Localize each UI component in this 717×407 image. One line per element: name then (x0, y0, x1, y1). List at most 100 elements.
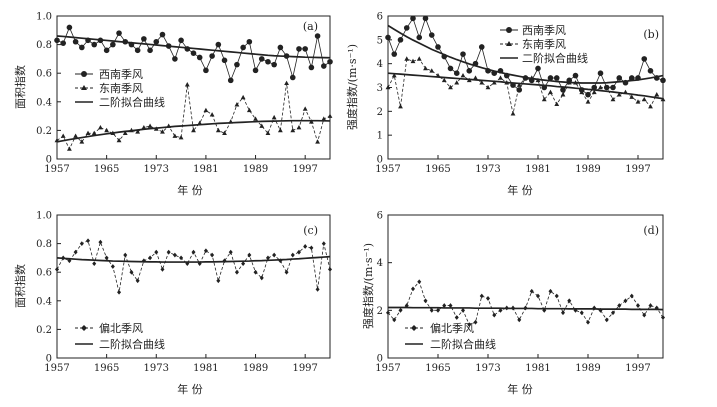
data-point (129, 269, 134, 275)
legend-a-se-marker (81, 85, 87, 90)
data-point (535, 65, 541, 72)
x-tick-label: 1973 (475, 164, 500, 175)
data-point (259, 275, 264, 281)
data-point (429, 307, 434, 313)
data-point (410, 58, 416, 64)
data-point (429, 68, 435, 73)
data-point (586, 319, 590, 325)
data-point (616, 75, 623, 81)
panel-d-legend: 偏北季风 二阶拟合曲线 (405, 321, 496, 351)
data-point (79, 139, 85, 144)
data-point (485, 84, 491, 90)
legend-c-n-text: 偏北季风 (99, 321, 143, 335)
data-point (309, 245, 314, 251)
data-point (203, 67, 209, 74)
data-point (498, 307, 503, 313)
data-point (422, 15, 429, 22)
panel-c-ylabel: 面积指数 (13, 264, 27, 308)
data-point (265, 255, 270, 261)
data-point (486, 296, 490, 301)
data-point (636, 303, 640, 308)
data-point (246, 38, 253, 45)
data-point (461, 307, 465, 313)
data-point (428, 32, 435, 38)
data-point (253, 116, 258, 121)
data-point (516, 87, 523, 93)
data-point (473, 75, 478, 80)
y-tick-label: 2 (377, 107, 383, 118)
data-point (122, 130, 128, 136)
y-tick-label: 0.8 (36, 239, 52, 250)
data-point (135, 129, 141, 134)
data-point (98, 124, 103, 130)
x-tick-label: 1981 (193, 164, 218, 175)
data-point (147, 47, 153, 54)
data-point (73, 249, 78, 255)
data-point (579, 89, 585, 95)
data-point (296, 124, 302, 130)
data-point (417, 279, 422, 285)
panel-d-frame (387, 214, 664, 359)
data-point (116, 137, 122, 143)
data-point (116, 30, 122, 36)
data-point (547, 75, 554, 81)
data-point (404, 56, 410, 61)
data-point (191, 249, 196, 255)
data-point (591, 89, 597, 95)
panel-c-xlabel: 年 份 (177, 382, 203, 396)
data-point (548, 288, 553, 294)
data-point (517, 317, 522, 323)
legend-a-sw-text: 西南季风 (99, 68, 143, 81)
data-point (277, 127, 283, 133)
data-point (222, 130, 227, 136)
data-point (60, 133, 66, 138)
data-point (441, 77, 447, 83)
y-tick-label: 2 (377, 306, 383, 317)
data-point (454, 315, 459, 320)
panel-b: (b) 强度指数/(m·s⁻¹) 年 份 1957 1965 1973 1981 198… (345, 12, 666, 197)
data-point (234, 269, 239, 275)
data-point (240, 44, 246, 51)
x-tick-label: 1957 (44, 164, 69, 175)
data-point (460, 72, 466, 78)
data-point (553, 75, 560, 81)
data-point (203, 107, 209, 113)
data-point (191, 127, 196, 133)
legend-d-n-marker (411, 325, 417, 331)
data-point (647, 68, 654, 74)
data-point (648, 303, 653, 308)
data-point (228, 249, 233, 255)
data-point (272, 252, 277, 258)
data-point (79, 241, 84, 246)
data-point (303, 244, 308, 249)
data-point (604, 84, 610, 90)
data-point (259, 123, 265, 128)
data-point (265, 130, 271, 136)
data-point (92, 261, 97, 267)
x-tick-label: 1973 (475, 363, 500, 374)
legend-b-se-marker (506, 41, 512, 46)
data-point (492, 312, 497, 318)
panel-c-legend: 偏北季风 二阶拟合曲线 (75, 321, 165, 351)
panel-d-ticks: 1957 1965 1973 1981 1989 1997 0 2 4 6 (375, 211, 650, 375)
data-point (629, 293, 634, 299)
data-point (159, 31, 166, 38)
panel-d-label: (d) (643, 224, 659, 237)
data-point (197, 261, 202, 267)
panel-c: (c) 面积指数 年 份 1957 1965 1973 1981 1989 1997 0 0.… (13, 211, 332, 396)
data-point (467, 322, 472, 328)
data-point (302, 106, 308, 111)
data-point (54, 37, 60, 44)
data-point (185, 261, 190, 267)
data-point (423, 298, 428, 304)
panel-c-ticks: 1957 1965 1973 1981 1989 1997 0 0.2 0.4 0.6 0.8 1.0 (36, 211, 318, 375)
data-point (296, 46, 302, 52)
data-point (572, 72, 579, 79)
fit-curve-d (388, 306, 664, 311)
data-point (141, 36, 147, 42)
fit-curve-c (56, 255, 331, 263)
data-point (234, 102, 240, 107)
data-point (453, 70, 460, 76)
data-point (190, 50, 197, 56)
data-point (184, 82, 190, 87)
